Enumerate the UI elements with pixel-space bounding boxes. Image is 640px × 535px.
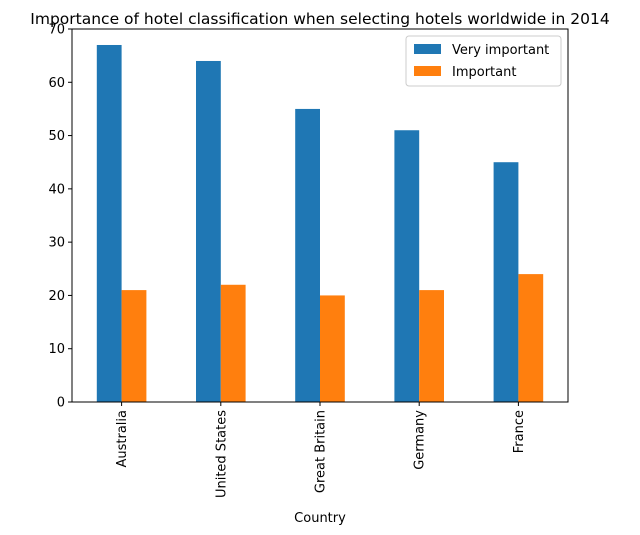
x-tick-label-australia: Australia — [115, 410, 130, 468]
bar-very-important-great-britain — [295, 108, 320, 403]
x-tick-label-germany: Germany — [413, 410, 428, 470]
y-tick-label: 10 — [48, 342, 65, 357]
bar-important-united-states — [220, 284, 246, 402]
legend-swatch-very-important — [414, 44, 441, 54]
y-tick-label: 30 — [48, 236, 65, 251]
plot-frame — [71, 28, 569, 403]
y-tick-label: 20 — [48, 289, 65, 304]
x-axis-label: Country — [294, 511, 346, 526]
bars-layer — [96, 44, 544, 403]
y-tick-label: 70 — [48, 23, 65, 38]
bar-important-france — [518, 274, 544, 402]
x-tick-label-france: France — [512, 410, 527, 453]
y-axis: 0 10 20 30 40 50 60 70 — [48, 23, 72, 411]
y-tick-label: 50 — [48, 129, 65, 144]
legend-swatch-important — [414, 66, 441, 76]
bar-very-important-united-states — [196, 60, 221, 402]
bar-important-great-britain — [320, 295, 345, 402]
legend-label-very-important: Very important — [452, 43, 549, 58]
legend: Very important Important — [405, 35, 562, 87]
x-tick-label-united-states: United States — [214, 410, 229, 498]
legend-label-important: Important — [452, 65, 516, 80]
y-tick-label: 40 — [48, 182, 65, 197]
x-axis: Australia United States Great Britain Germa… — [115, 402, 527, 498]
bar-very-important-germany — [394, 130, 420, 403]
legend-box — [405, 35, 562, 87]
y-tick-label: 60 — [48, 76, 65, 91]
x-tick-label-great-britain: Great Britain — [314, 410, 329, 493]
bar-important-australia — [121, 290, 147, 402]
chart-title: Importance of hotel classification when … — [30, 10, 609, 28]
bar-important-germany — [419, 290, 444, 402]
bar-very-important-australia — [96, 44, 122, 403]
y-tick-label: 0 — [57, 396, 65, 411]
bar-very-important-france — [493, 162, 519, 402]
